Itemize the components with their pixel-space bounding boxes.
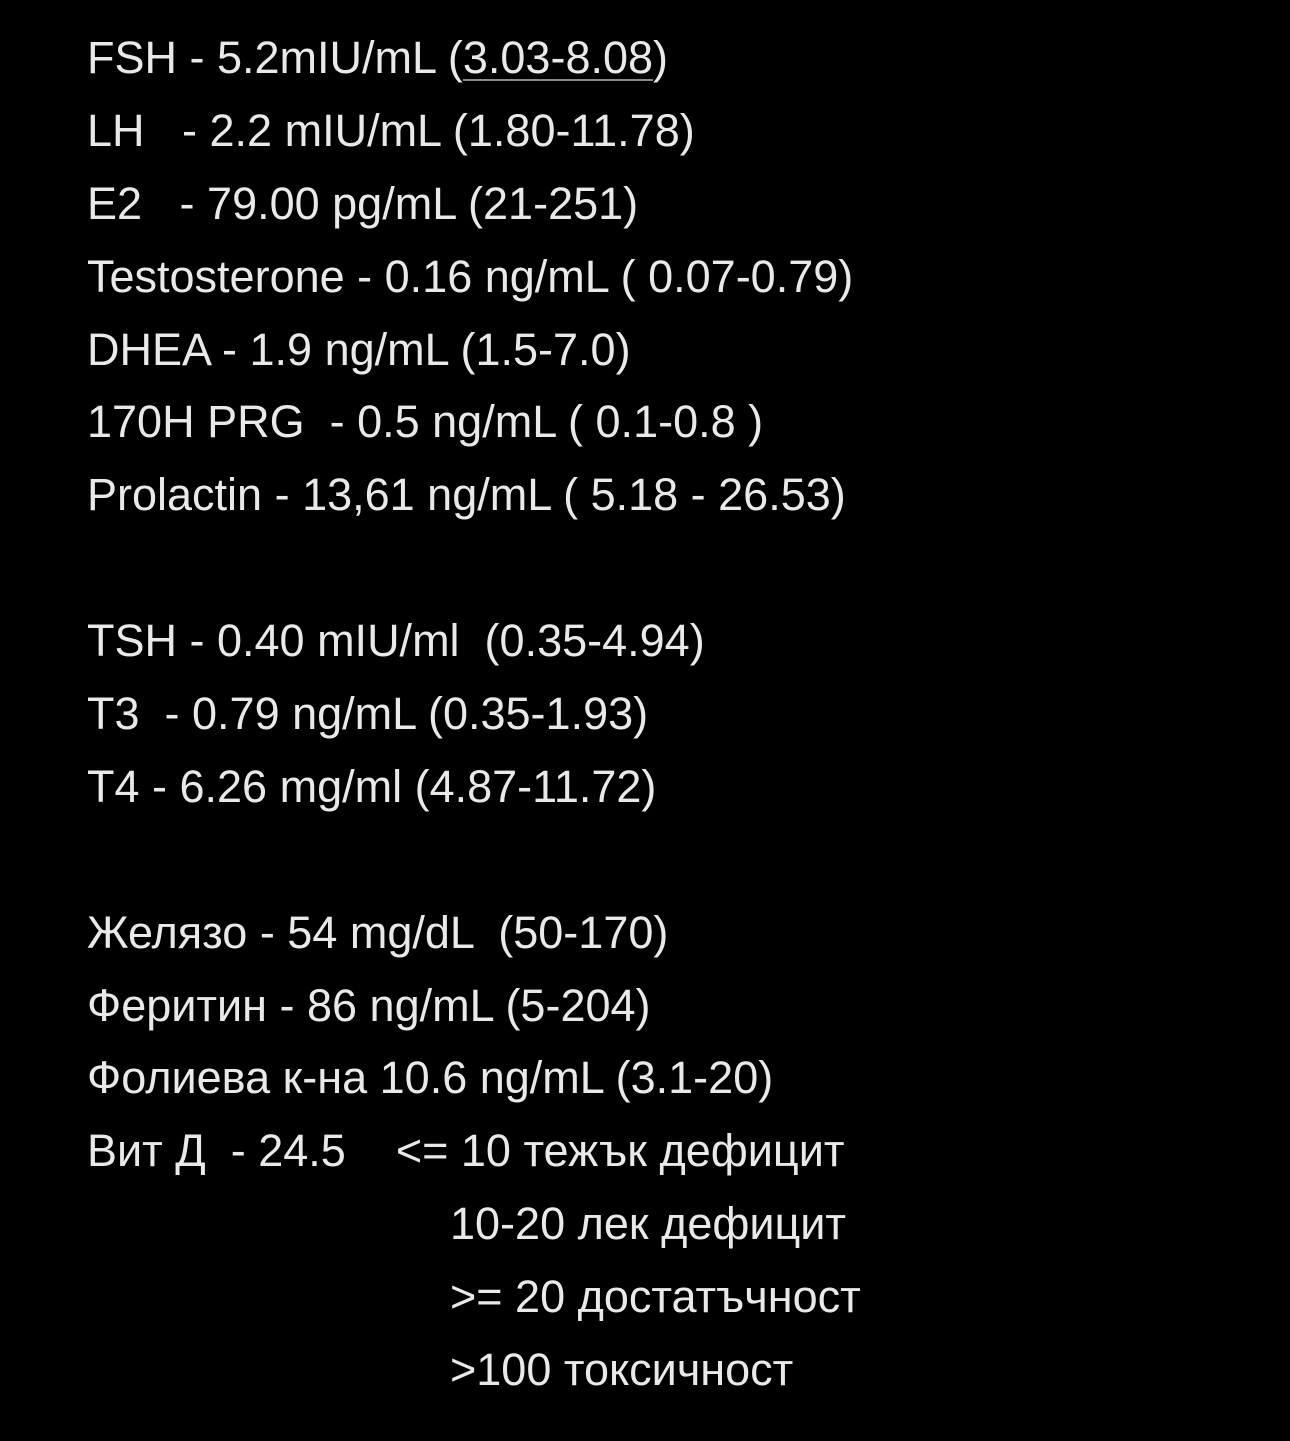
note-line-iron: Желязо - 54 mg/dL (50-170) bbox=[87, 906, 669, 958]
fsh-text: FSH - 5.2mIU/mL ( bbox=[87, 32, 463, 83]
fsh-range-link[interactable]: 3.03-8.08 bbox=[462, 32, 654, 83]
blank-line bbox=[87, 532, 861, 605]
note-body[interactable]: FSH - 5.2mIU/mL (3.03-8.08) LH - 2.2 mIU… bbox=[87, 22, 861, 1407]
note-line-lh: LH - 2.2 mIU/mL (1.80-11.78) bbox=[87, 104, 695, 156]
note-line-fsh: FSH - 5.2mIU/mL (3.03-8.08) bbox=[87, 22, 861, 95]
note-line-vitamin-d: Вит Д - 24.5 <= 10 тежък дефицит bbox=[87, 1125, 845, 1177]
note-line-t3: T3 - 0.79 ng/mL (0.35-1.93) bbox=[87, 688, 649, 740]
note-line-t4: T4 - 6.26 mg/ml (4.87-11.72) bbox=[87, 760, 657, 812]
vitd-scale-sufficient: >= 20 достатъчност bbox=[450, 1271, 861, 1323]
note-line-folic-acid: Фолиева к-на 10.6 ng/mL (3.1-20) bbox=[87, 1052, 774, 1104]
blank-line bbox=[87, 824, 861, 897]
vitd-scale-toxic: >100 токсичност bbox=[450, 1344, 794, 1396]
note-line-e2: E2 - 79.00 pg/mL (21-251) bbox=[87, 177, 639, 229]
fsh-suffix: ) bbox=[653, 32, 669, 83]
note-line-testosterone: Testosterone - 0.16 ng/mL ( 0.07-0.79) bbox=[87, 250, 854, 302]
note-line-17oh-prg: 170H PRG - 0.5 ng/mL ( 0.1-0.8 ) bbox=[87, 396, 764, 448]
vitd-scale-mild: 10-20 лек дефицит bbox=[450, 1198, 847, 1250]
note-line-ferritin: Феритин - 86 ng/mL (5-204) bbox=[87, 979, 651, 1031]
note-line-tsh: TSH - 0.40 mIU/ml (0.35-4.94) bbox=[87, 615, 705, 667]
note-line-prolactin: Prolactin - 13,61 ng/mL ( 5.18 - 26.53) bbox=[87, 469, 846, 521]
note-line-dhea: DHEA - 1.9 ng/mL (1.5-7.0) bbox=[87, 323, 631, 375]
